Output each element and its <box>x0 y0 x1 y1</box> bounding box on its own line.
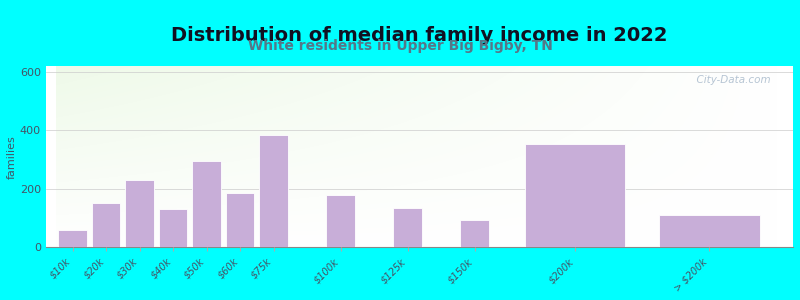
Bar <box>525 143 626 247</box>
Bar <box>394 208 422 247</box>
Text: City-Data.com: City-Data.com <box>690 75 770 85</box>
Bar <box>659 215 759 247</box>
Bar <box>326 195 355 247</box>
Bar <box>259 135 288 247</box>
Title: Distribution of median family income in 2022: Distribution of median family income in … <box>171 26 668 45</box>
Bar <box>58 230 86 247</box>
Bar <box>192 161 221 247</box>
Bar <box>126 180 154 247</box>
Bar <box>461 220 489 247</box>
Text: White residents in Upper Big Bigby, TN: White residents in Upper Big Bigby, TN <box>247 39 553 53</box>
Bar <box>159 209 187 247</box>
Bar <box>92 203 120 247</box>
Bar <box>226 193 254 247</box>
Y-axis label: families: families <box>7 135 17 178</box>
